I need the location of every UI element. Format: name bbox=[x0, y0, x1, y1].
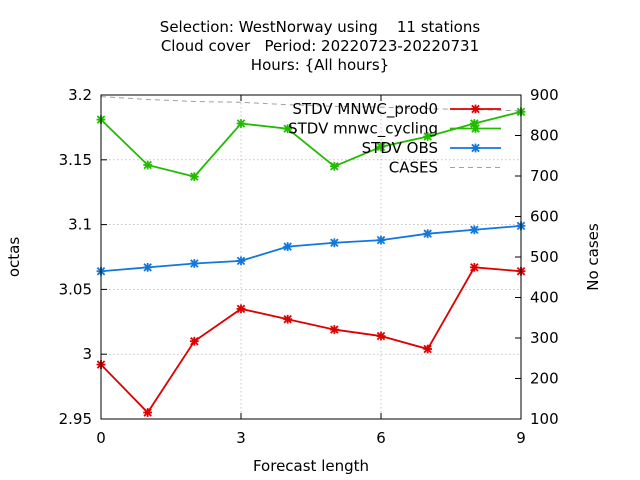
y-tick-label: 3.1 bbox=[68, 216, 92, 234]
series-layer bbox=[96, 96, 526, 417]
y2-tick-label: 600 bbox=[530, 208, 559, 226]
data-point bbox=[423, 132, 433, 141]
y2-axis-label: No cases bbox=[584, 223, 602, 291]
data-point bbox=[376, 235, 386, 245]
y-tick-label: 2.95 bbox=[59, 410, 92, 428]
series-line-cases bbox=[100, 96, 522, 112]
x-tick-label: 9 bbox=[516, 429, 526, 447]
data-point bbox=[469, 225, 479, 235]
data-point bbox=[236, 256, 246, 266]
series-line-stdv-mnwc-prod0 bbox=[100, 266, 522, 414]
plot-frame bbox=[100, 94, 522, 420]
x-tick-label: 0 bbox=[96, 429, 106, 447]
y-tick-label: 3.15 bbox=[59, 151, 92, 169]
data-point bbox=[423, 344, 433, 354]
data-point bbox=[283, 242, 293, 252]
axis-ticks: 0 3 6 9 2.95 3 3.05 3.1 3.15 3.2 100 200 300 400 500 60… bbox=[59, 86, 559, 447]
chart-title-line-1: Selection: WestNorway using 11 stations bbox=[159, 18, 481, 36]
data-point bbox=[376, 331, 386, 341]
legend-entry-stdv-mnwc-prod0: STDV MNWC_prod0 bbox=[292, 100, 501, 119]
series-stdv-mnwc-prod0 bbox=[96, 262, 526, 417]
y2-tick-label: 900 bbox=[530, 86, 559, 104]
y-tick-label: 3.2 bbox=[68, 86, 92, 104]
data-point bbox=[189, 336, 199, 346]
series-cases bbox=[100, 96, 522, 112]
legend-marker bbox=[471, 124, 480, 133]
legend-label: CASES bbox=[389, 159, 438, 177]
y2-tick-label: 400 bbox=[530, 289, 559, 307]
y-tick-label: 3.05 bbox=[59, 280, 92, 298]
series-line-stdv-mnwc-cycling bbox=[100, 110, 522, 178]
legend-entry-cases: CASES bbox=[389, 159, 501, 177]
x-axis-label: Forecast length bbox=[253, 457, 369, 475]
legend-label: STDV MNWC_prod0 bbox=[292, 100, 438, 119]
chart-title-line-3: Hours: {All hours} bbox=[250, 56, 390, 74]
legend-entry-stdv-mnwc-cycling: STDV mnwc_cycling bbox=[288, 120, 501, 139]
data-point bbox=[329, 325, 339, 334]
grid-lines bbox=[101, 95, 521, 419]
data-point bbox=[236, 119, 246, 128]
data-point bbox=[143, 160, 153, 170]
chart-title-line-2: Cloud cover Period: 20220723-20220731 bbox=[160, 37, 480, 55]
data-point bbox=[143, 408, 153, 417]
y2-tick-label: 700 bbox=[530, 167, 559, 185]
y-axis-label: octas bbox=[5, 237, 23, 277]
y2-tick-label: 200 bbox=[530, 370, 559, 388]
data-point bbox=[143, 262, 153, 272]
data-point bbox=[329, 161, 339, 171]
data-point bbox=[283, 314, 293, 324]
legend-marker bbox=[471, 143, 480, 153]
legend-entry-stdv-obs: STDV OBS bbox=[362, 139, 501, 157]
data-point bbox=[189, 259, 199, 268]
y2-tick-label: 800 bbox=[530, 127, 559, 145]
data-point bbox=[376, 142, 386, 152]
y2-tick-label: 500 bbox=[530, 248, 559, 266]
series-stdv-obs bbox=[96, 221, 526, 276]
legend-label: STDV OBS bbox=[362, 139, 438, 157]
data-point bbox=[423, 229, 433, 239]
series-line-stdv-obs bbox=[100, 224, 522, 273]
x-tick-label: 3 bbox=[236, 429, 246, 447]
legend-marker bbox=[471, 104, 480, 114]
data-point bbox=[189, 172, 199, 182]
series-stdv-mnwc-cycling bbox=[96, 107, 526, 182]
y-tick-label: 3 bbox=[82, 345, 92, 363]
data-point bbox=[236, 304, 246, 314]
data-point bbox=[329, 238, 339, 248]
x-tick-label: 6 bbox=[376, 429, 386, 447]
data-point bbox=[283, 124, 293, 134]
data-point bbox=[469, 262, 479, 272]
legend-label: STDV mnwc_cycling bbox=[288, 120, 438, 139]
y2-tick-label: 100 bbox=[530, 410, 559, 428]
y2-tick-label: 300 bbox=[530, 329, 559, 347]
